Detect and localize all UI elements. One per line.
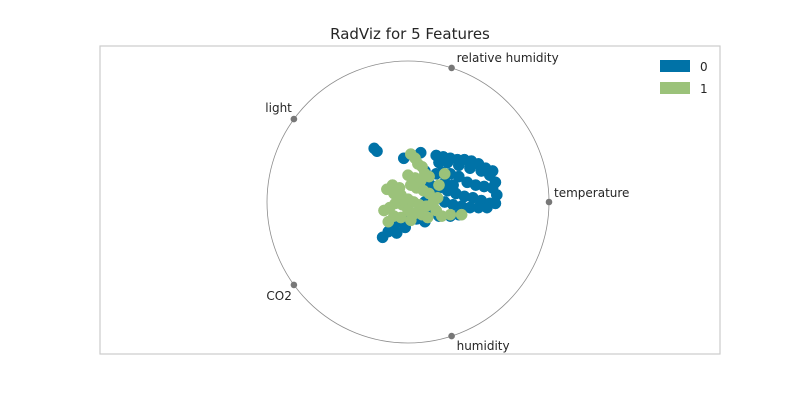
- anchor-label-co2: CO2: [266, 289, 291, 303]
- data-point: [371, 145, 383, 158]
- data-point: [481, 201, 493, 214]
- data-point: [378, 204, 390, 217]
- data-point: [382, 215, 395, 228]
- legend-label-0: 0: [700, 60, 708, 74]
- anchor-label-temperature: temperature: [554, 186, 629, 200]
- data-point: [464, 162, 476, 175]
- anchor-label-humidity: humidity: [457, 339, 510, 353]
- data-point: [438, 167, 451, 180]
- anchor-co2: [290, 281, 298, 289]
- anchor-label-relative-humidity: relative humidity: [457, 51, 559, 65]
- data-point: [455, 208, 468, 221]
- data-point: [431, 191, 444, 204]
- data-point: [444, 208, 457, 221]
- legend: 01: [660, 60, 708, 96]
- anchors-layer: relative humidity temperature humidity CO2 l…: [265, 51, 629, 353]
- anchor-label-light: light: [265, 101, 292, 115]
- data-point: [423, 170, 435, 183]
- legend-label-1: 1: [700, 82, 708, 96]
- data-point: [447, 179, 459, 191]
- anchor-light: [290, 115, 298, 123]
- data-point: [376, 231, 389, 244]
- data-point: [452, 170, 465, 183]
- legend-swatch-1: [660, 82, 690, 94]
- data-point: [433, 179, 445, 191]
- data-point: [404, 214, 417, 227]
- anchor-temperature: [545, 198, 553, 206]
- legend-swatch-0: [660, 60, 690, 72]
- data-point: [441, 156, 454, 169]
- data-point: [452, 159, 465, 172]
- chart-title: RadViz for 5 Features: [330, 25, 490, 43]
- series-1: [378, 148, 468, 228]
- anchor-humidity: [448, 332, 455, 340]
- data-point: [421, 211, 434, 224]
- points-layer: [368, 142, 503, 244]
- anchor-relative-humidity: [448, 64, 455, 72]
- data-point: [489, 176, 502, 189]
- data-point: [395, 211, 407, 224]
- data-point: [390, 227, 403, 239]
